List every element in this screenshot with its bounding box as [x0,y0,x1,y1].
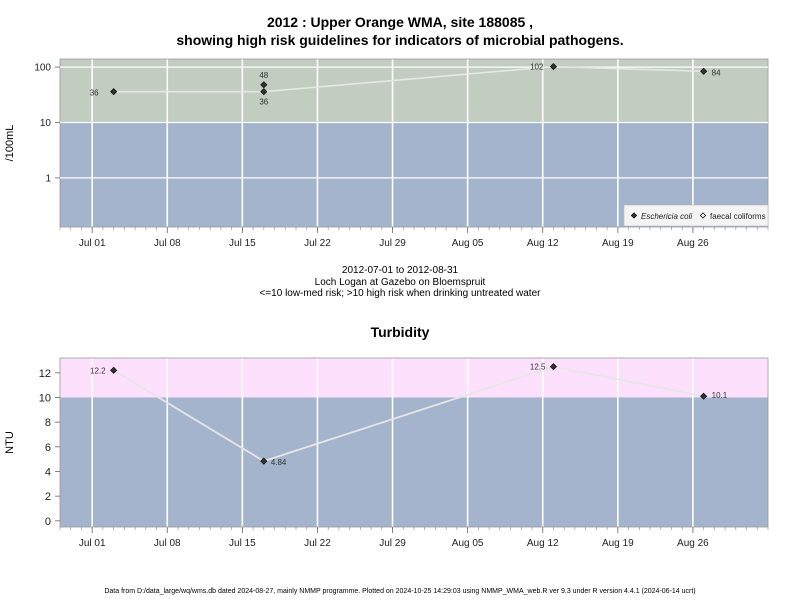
legend-ecoli-marker [630,212,638,219]
legend-faecal-coliform-label: faecal coliforms [710,212,766,221]
turbidity-x-tick-label: Jul 22 [304,538,331,549]
turbidity-plot-frame [59,357,769,528]
turbidity-point [260,457,268,465]
micro-x-tick-label: Jul 22 [304,238,331,249]
ecoli-value-label: 102 [530,63,544,72]
turbidity-value-label: 10.1 [712,391,728,400]
turbidity-x-tick-label: Aug 05 [452,538,484,549]
micro-x-tick-label: Aug 26 [677,238,709,249]
turbidity-point [549,363,558,371]
micro-high-risk-band [60,59,768,123]
micro-x-tick-label: Jul 01 [79,238,106,249]
turbidity-y-tick-label: 2 [45,491,51,503]
ecoli-value-label: 36 [90,89,99,98]
turbidity-y-tick-label: 12 [39,368,51,380]
turbidity-y-tick-label: 4 [45,466,51,478]
legend-faecal-coliform-marker [699,212,707,219]
micro-y-tick-label: 100 [34,63,51,74]
turbidity-x-tick-label: Jul 15 [229,538,256,549]
micro-x-tick-label: Jul 15 [229,238,256,249]
micro-y-tick-label: 10 [40,118,52,129]
site-description-caption: Loch Logan at Gazebo on Bloemspruit [314,277,486,288]
micro-y-tick-label: 1 [45,173,51,184]
micro-x-tick-label: Aug 12 [527,238,559,249]
ecoli-value-label: 84 [712,68,721,77]
footer-note: Data from D:/data_large/wq/wms.db dated … [104,588,696,595]
faecal-coliform-point [260,81,268,89]
chart-title-line2: showing high risk guidelines for indicat… [176,32,624,48]
turbidity-value-label: 12.2 [90,366,106,375]
turbidity-title: Turbidity [370,324,430,340]
turbidity-point [700,392,708,400]
turbidity-low-risk-band [60,397,768,527]
turbidity-x-tick-label: Jul 29 [379,538,406,549]
turbidity-y-tick-label: 0 [45,516,51,528]
turbidity-y-tick-label: 8 [45,417,51,429]
micro-plot-frame [59,58,769,228]
ecoli-point [110,88,118,96]
turbidity-y-tick-label: 6 [45,442,51,454]
turbidity-point [110,366,118,374]
micro-x-tick-label: Aug 05 [452,238,484,249]
ecoli-point [549,63,558,71]
turbidity-x-tick-label: Aug 19 [602,538,634,549]
turbidity-x-tick-label: Aug 26 [677,538,709,549]
turbidity-y-axis-label: NTU [4,431,16,454]
turbidity-series-line [113,365,704,463]
date-range-caption: 2012-07-01 to 2012-08-31 [341,265,459,276]
risk-note-caption: <=10 low-med risk; >10 high risk when dr… [259,288,541,299]
turbidity-y-tick-label: 10 [39,392,51,404]
ecoli-value-label: 36 [259,98,268,107]
ecoli-point [260,88,268,96]
ecoli-point [700,67,708,75]
turbidity-high-risk-band [60,358,768,398]
turbidity-x-tick-label: Aug 12 [527,538,559,549]
chart-title-line1: 2012 : Upper Orange WMA, site 188085 , [266,14,534,30]
faecal-coliform-value-label: 48 [259,71,268,80]
turbidity-value-label: 4.84 [271,458,287,467]
turbidity-value-label: 12.5 [530,363,546,372]
legend-ecoli-label: Eschericia coli [641,212,692,221]
micro-x-tick-label: Jul 08 [154,238,181,249]
micro-legend-box [623,204,769,227]
turbidity-x-tick-label: Jul 01 [79,538,106,549]
micro-y-axis-label: /100mL [4,125,16,162]
micro-x-tick-label: Aug 19 [602,238,634,249]
turbidity-x-tick-label: Jul 08 [154,538,181,549]
ecoli-series-line [113,65,704,93]
micro-x-tick-label: Jul 29 [379,238,406,249]
